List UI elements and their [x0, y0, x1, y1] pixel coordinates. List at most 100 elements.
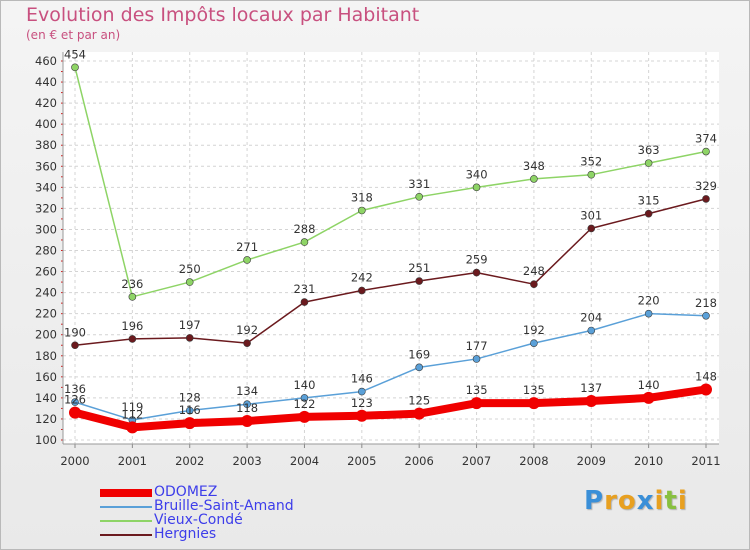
logo-letter: i	[677, 486, 688, 516]
data-label-vieux-cond-: 288	[293, 222, 315, 236]
data-point-vieux-cond-	[300, 238, 309, 246]
data-label-hergnies: 315	[638, 194, 660, 208]
data-point-odomez	[241, 415, 254, 428]
data-point-hergnies	[472, 268, 481, 277]
y-tick-label: 360	[35, 159, 57, 173]
x-tick-label: 2010	[634, 454, 663, 468]
x-tick-label: 2011	[691, 454, 720, 468]
data-label-bruille-saint-amand: 204	[580, 311, 602, 325]
data-point-bruille-saint-amand	[530, 339, 538, 347]
y-tick-label: 140	[35, 391, 57, 405]
data-point-odomez	[413, 407, 426, 420]
data-label-bruille-saint-amand: 177	[466, 339, 488, 353]
data-point-vieux-cond-	[472, 183, 481, 192]
data-point-odomez	[69, 406, 81, 419]
data-point-odomez	[298, 410, 311, 423]
data-label-bruille-saint-amand: 140	[293, 378, 315, 392]
y-tick-label: 180	[35, 349, 57, 363]
legend-label-odomez: ODOMEZ	[154, 484, 218, 500]
data-label-odomez: 112	[121, 407, 143, 421]
data-point-hergnies	[300, 298, 309, 306]
data-label-vieux-cond-: 331	[408, 177, 430, 191]
data-label-bruille-saint-amand: 136	[64, 382, 86, 396]
x-tick-label: 2001	[118, 454, 147, 468]
y-tick-label: 300	[35, 222, 57, 236]
data-point-odomez	[183, 417, 196, 430]
data-point-hergnies	[587, 224, 596, 233]
data-label-hergnies: 192	[236, 323, 258, 337]
x-tick-label: 2002	[175, 454, 204, 468]
data-label-hergnies: 197	[179, 318, 201, 332]
y-tick-label: 320	[35, 201, 57, 215]
series-line-bruille-saint-amand	[74, 312, 707, 421]
x-tick-label: 2008	[519, 454, 548, 468]
data-point-odomez	[470, 397, 483, 410]
x-tick-label: 2006	[405, 454, 434, 468]
x-tick-label: 2004	[290, 454, 319, 468]
data-point-hergnies	[358, 286, 366, 295]
legend-swatch-bruille	[100, 506, 152, 508]
chart-subtitle: (en € et par an)	[26, 28, 121, 42]
data-label-hergnies: 251	[408, 261, 430, 275]
data-label-hergnies: 248	[523, 264, 545, 278]
data-point-odomez	[126, 421, 139, 434]
y-tick-label: 160	[35, 370, 57, 384]
data-point-hergnies	[415, 277, 423, 285]
data-point-vieux-cond-	[530, 175, 538, 183]
data-point-vieux-cond-	[587, 170, 596, 179]
y-tick-label: 400	[35, 117, 57, 131]
data-label-odomez: 135	[523, 383, 545, 397]
data-point-odomez	[700, 383, 712, 396]
series-line-odomez	[71, 385, 710, 432]
y-tick-label: 240	[35, 286, 57, 300]
data-point-odomez	[585, 395, 598, 408]
data-label-vieux-cond-: 236	[121, 277, 143, 291]
data-point-bruille-saint-amand	[358, 387, 366, 396]
logo-letter: o	[617, 486, 637, 516]
y-tick-label: 280	[35, 244, 57, 258]
legend-label-hergnies: Hergnies	[154, 526, 217, 542]
data-point-vieux-cond-	[702, 147, 710, 156]
data-point-bruille-saint-amand	[243, 400, 251, 409]
data-point-bruille-saint-amand	[185, 406, 194, 415]
data-label-odomez: 135	[466, 383, 488, 397]
data-label-vieux-cond-: 340	[466, 167, 488, 181]
series-line-hergnies	[74, 198, 707, 346]
data-label-bruille-saint-amand: 220	[638, 294, 660, 308]
data-point-vieux-cond-	[71, 63, 79, 72]
data-point-bruille-saint-amand	[415, 363, 423, 372]
logo-letter: r	[604, 486, 618, 516]
data-label-bruille-saint-amand: 169	[408, 347, 430, 361]
data-point-hergnies	[128, 335, 137, 343]
y-tick-label: 460	[35, 54, 57, 68]
y-tick-label: 100	[35, 433, 57, 447]
data-point-vieux-cond-	[415, 193, 423, 201]
data-label-vieux-cond-: 271	[236, 240, 258, 254]
data-label-hergnies: 231	[293, 282, 315, 296]
data-label-bruille-saint-amand: 128	[179, 391, 201, 405]
data-point-bruille-saint-amand	[702, 311, 710, 320]
data-point-odomez	[527, 397, 540, 410]
data-label-odomez: 122	[293, 397, 315, 411]
data-label-hergnies: 190	[64, 325, 86, 339]
y-tick-label: 120	[35, 412, 57, 426]
data-point-vieux-cond-	[243, 256, 251, 264]
data-point-bruille-saint-amand	[472, 355, 481, 363]
data-label-bruille-saint-amand: 146	[351, 372, 373, 386]
data-point-vieux-cond-	[358, 206, 366, 215]
data-label-vieux-cond-: 348	[523, 159, 545, 173]
logo-letter: i	[654, 486, 665, 516]
x-tick-label: 2007	[462, 454, 491, 468]
data-label-hergnies: 242	[351, 271, 373, 285]
data-label-odomez: 123	[351, 396, 373, 410]
data-point-odomez	[642, 391, 655, 404]
data-label-hergnies: 301	[580, 208, 602, 222]
data-point-hergnies	[243, 339, 251, 347]
legend-swatch-vieux-conde	[100, 520, 152, 522]
y-tick-label: 420	[35, 96, 57, 110]
data-label-odomez: 148	[695, 369, 717, 383]
data-label-odomez: 137	[580, 381, 602, 395]
data-point-odomez	[355, 409, 368, 422]
data-point-bruille-saint-amand	[644, 309, 653, 318]
